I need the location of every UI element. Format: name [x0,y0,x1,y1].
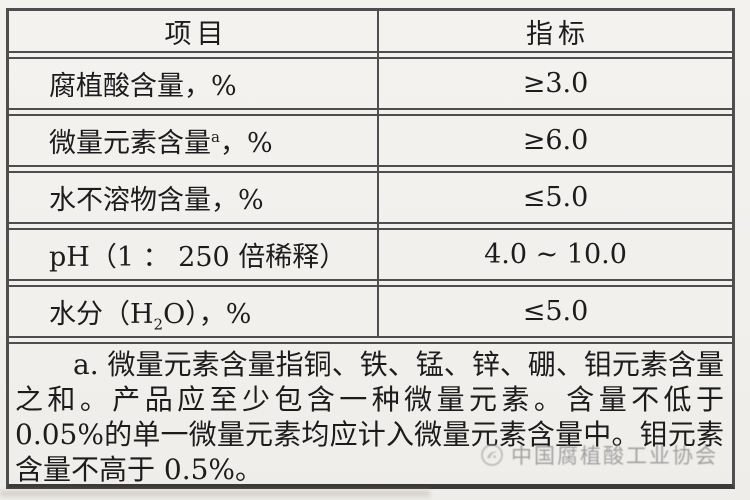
row-divider [9,165,732,173]
watermark-text: 中国腐植酸工业协会 [511,444,718,468]
table-row-moisture: 水分（H2O），% ≤5.0 [9,287,732,336]
column-divider [377,11,379,336]
row-value: ≤5.0 [522,182,589,213]
row-item-text: O），% [163,299,252,330]
header-item-label: 项目 [164,18,229,50]
row-value: ≤5.0 [522,296,589,327]
footnote-marker: a [211,128,220,146]
table-footnote: a. 微量元素含量指铜、铁、锰、锌、硼、钼元素含量之和。产品应至少包含一种微量元… [15,348,724,484]
row-divider [9,336,732,344]
watermark: 中国腐植酸工业协会 [480,440,718,470]
row-item-label: 水不溶物含量，% [49,185,264,216]
row-item-text: 微量元素含量 [49,128,211,159]
row-value: ≥3.0 [522,68,589,99]
row-divider [9,108,732,116]
spec-table: 项目 指标 腐植酸含量，% ≥3.0 微量元素含量a，% ≥6.0 水不溶物含量… [6,8,735,489]
row-item-label: 微量元素含量a，% [9,121,379,160]
row-item-label: 腐植酸含量，% [49,71,237,102]
row-value: ≥6.0 [522,125,589,156]
row-item-label: 水分（H2O），% [9,292,379,334]
scan-artifact [0,490,430,497]
row-divider [9,51,732,59]
row-item-label: pH（1 ： 250 倍稀释） [49,242,347,273]
row-item-text: ，% [219,128,273,159]
row-divider [9,279,732,287]
row-value: 4.0 ~ 10.0 [484,239,627,270]
table-row-humic-acid: 腐植酸含量，% ≥3.0 [9,59,732,108]
table-row-ph: pH（1 ： 250 倍稀释） 4.0 ~ 10.0 [9,230,732,279]
header-indicator-label: 指标 [526,18,590,50]
table-row-water-insoluble: 水不溶物含量，% ≤5.0 [9,173,732,222]
association-logo-icon [480,443,504,467]
table-row-trace-elements: 微量元素含量a，% ≥6.0 [9,116,732,165]
row-item-text: 水分（H [49,299,154,330]
chemical-subscript: 2 [153,315,164,334]
table-header-row: 项目 指标 [9,11,732,51]
row-divider [9,222,732,230]
